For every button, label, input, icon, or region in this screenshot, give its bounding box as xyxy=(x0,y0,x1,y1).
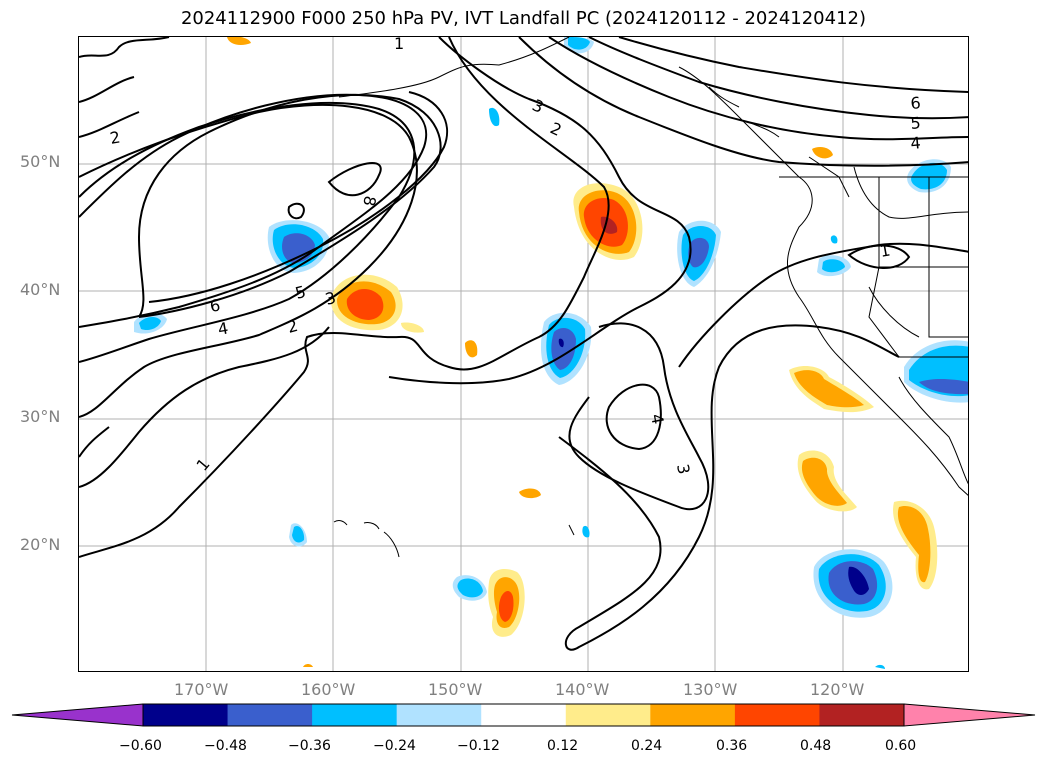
lon-label-140w: 140°W xyxy=(555,680,610,699)
contour-label: 3 xyxy=(323,288,338,309)
contour-label: 4 xyxy=(910,133,922,153)
colorbar-extend-max xyxy=(904,704,1035,726)
colorbar-tick: −0.48 xyxy=(204,738,247,754)
contour-label: 2 xyxy=(547,118,564,140)
colorbar-segment xyxy=(650,704,736,726)
colorbar-tick: −0.60 xyxy=(119,738,162,754)
contour-label: 8 xyxy=(359,194,379,207)
colorbar-segment xyxy=(819,704,905,726)
contour-label: 6 xyxy=(910,93,922,113)
contour-label: 6 xyxy=(208,295,221,315)
lat-label-20n: 20°N xyxy=(20,535,61,554)
colorbar-tick: 0.36 xyxy=(716,738,748,754)
map-title: 2024112900 F000 250 hPa PV, IVT Landfall… xyxy=(180,8,867,29)
contour-label: 1 xyxy=(193,455,214,475)
colorbar-tick: −0.12 xyxy=(457,738,500,754)
coastlines xyxy=(333,37,968,558)
lon-label-170w: 170°W xyxy=(174,680,229,699)
contour-label: 1 xyxy=(878,240,891,260)
lon-label-160w: 160°W xyxy=(301,680,356,699)
pv-contours xyxy=(79,37,968,651)
colorbar-segment xyxy=(481,704,567,726)
ivt-anomaly-shading xyxy=(134,37,968,669)
lat-label-30n: 30°N xyxy=(20,407,61,426)
contour-label: 5 xyxy=(910,113,922,133)
colorbar-segment xyxy=(396,704,482,726)
colorbar-segment xyxy=(227,704,313,726)
lon-label-120w: 120°W xyxy=(810,680,865,699)
contour-labels: 1 2 3 4 5 6 8 1 2 3 4 5 6 3 4 1 2 xyxy=(108,37,921,476)
colorbar-tick: −0.24 xyxy=(373,738,416,754)
colorbar-tick: 0.24 xyxy=(631,738,663,754)
contour-label: 4 xyxy=(647,412,667,425)
graticule xyxy=(79,37,968,671)
contour-label: 1 xyxy=(394,37,404,53)
colorbar-segment xyxy=(565,704,651,726)
lat-label-50n: 50°N xyxy=(20,152,61,171)
contour-label: 4 xyxy=(216,318,229,338)
lon-label-130w: 130°W xyxy=(683,680,738,699)
colorbar-tick: 0.60 xyxy=(885,738,917,754)
colorbar-tick: 0.48 xyxy=(800,738,832,754)
colorbar-tick: 0.12 xyxy=(547,738,579,754)
lon-label-150w: 150°W xyxy=(428,680,483,699)
colorbar-segment xyxy=(312,704,398,726)
contour-label: 2 xyxy=(108,127,121,147)
contour-label: 2 xyxy=(285,316,300,337)
colorbar-segment xyxy=(143,704,229,726)
colorbar xyxy=(11,703,1036,727)
colorbar-tick: −0.36 xyxy=(288,738,331,754)
colorbar-segment xyxy=(734,704,820,726)
contour-label: 3 xyxy=(529,95,546,117)
map-canvas: 1 2 3 4 5 6 8 1 2 3 4 5 6 3 4 1 2 xyxy=(79,37,968,671)
contour-label: 5 xyxy=(293,282,308,303)
lat-label-40n: 40°N xyxy=(20,280,61,299)
map-plot-area: 1 2 3 4 5 6 8 1 2 3 4 5 6 3 4 1 2 xyxy=(78,36,969,672)
colorbar-extend-min xyxy=(12,704,143,726)
contour-label: 3 xyxy=(673,462,693,475)
